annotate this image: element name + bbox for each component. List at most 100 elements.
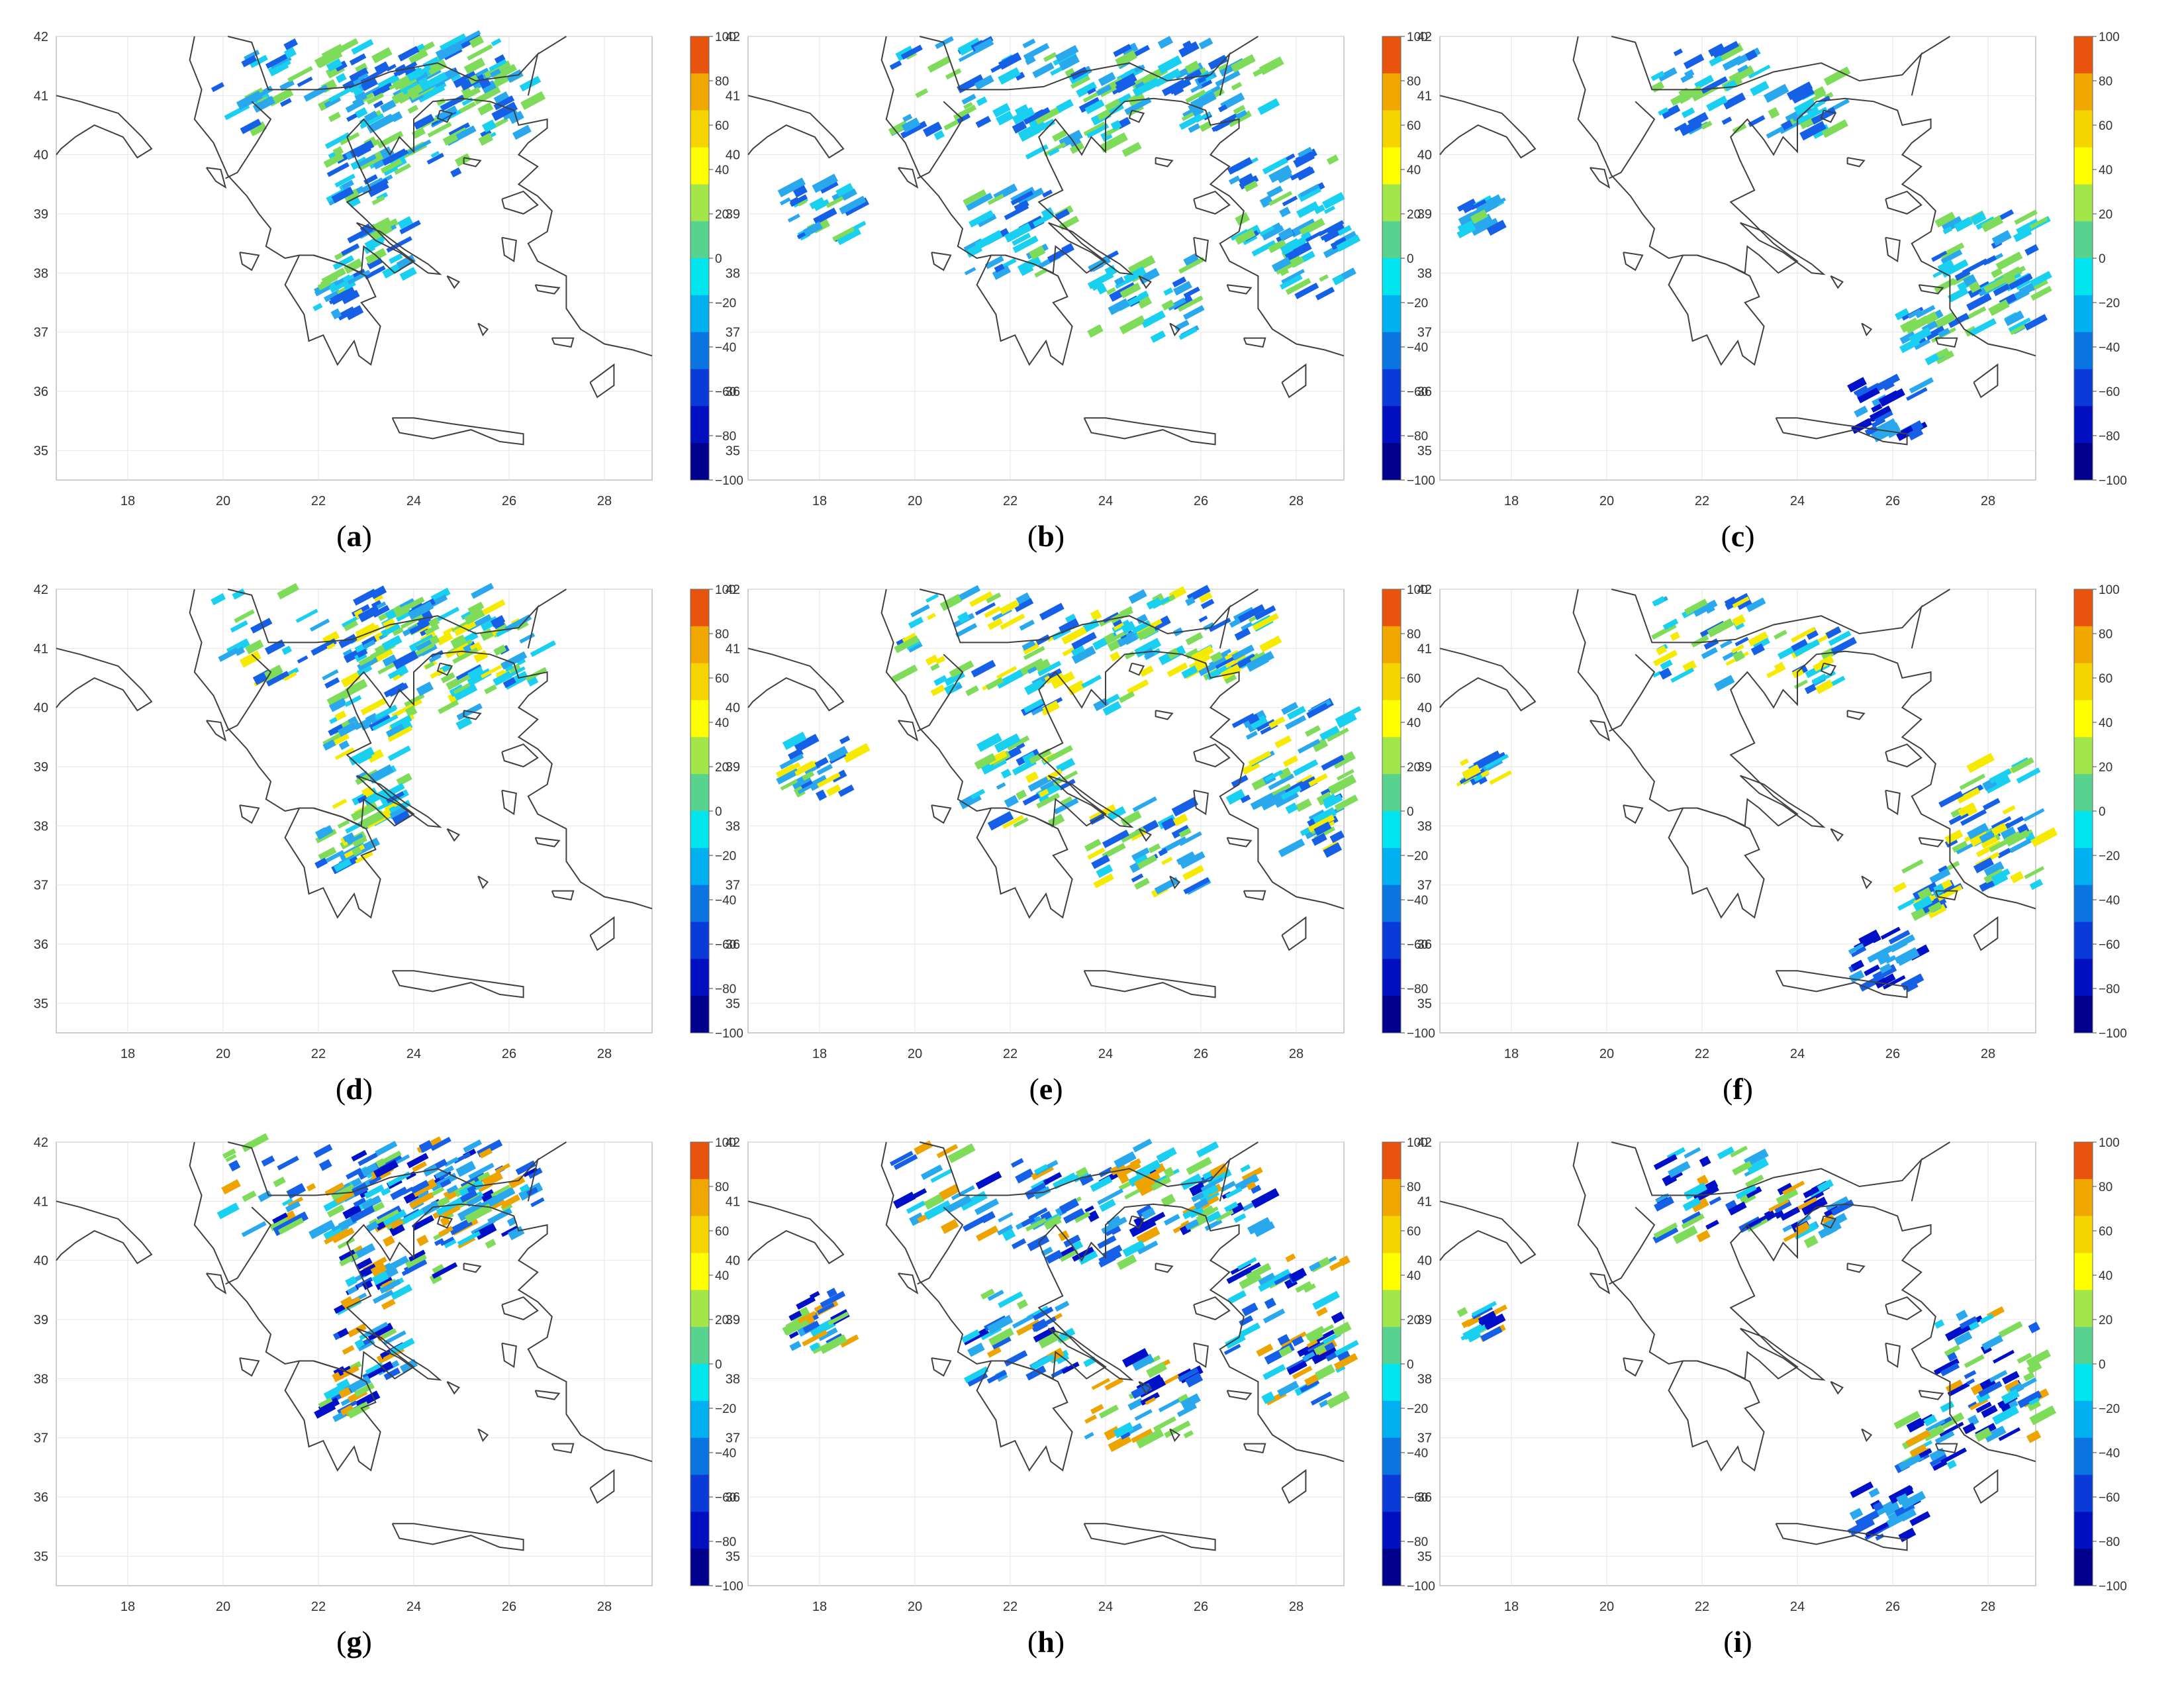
data-patch	[1178, 113, 1203, 130]
data-patch	[1988, 299, 2010, 316]
data-patch	[944, 670, 966, 687]
colorbar-tick-label: −80	[715, 430, 736, 444]
x-tick-label: 28	[1981, 1047, 1995, 1061]
data-patch	[1268, 191, 1293, 206]
data-patch	[332, 255, 355, 270]
data-patch	[241, 1221, 267, 1237]
data-patch	[424, 624, 440, 636]
data-patch	[1725, 1200, 1738, 1212]
data-patch	[273, 1177, 286, 1188]
y-tick-label: 42	[1417, 583, 1432, 597]
data-patch	[424, 661, 435, 669]
data-patch	[306, 1182, 316, 1192]
data-patch	[1458, 212, 1476, 226]
coastline	[976, 1360, 1073, 1472]
colorbar-tick-label: 20	[715, 1314, 729, 1327]
data-patch	[1104, 265, 1117, 277]
data-patch	[436, 1197, 463, 1216]
data-patch	[1919, 1448, 1932, 1459]
data-patch	[409, 621, 429, 635]
coastline	[501, 1342, 517, 1369]
colorbar-segment	[2074, 1216, 2093, 1253]
data-patch	[1885, 955, 1897, 964]
data-patch	[1299, 183, 1320, 197]
data-patch	[1656, 645, 1667, 655]
data-patch	[994, 733, 1021, 753]
data-patch	[448, 122, 471, 137]
y-tick-label: 35	[1417, 1549, 1432, 1564]
coastline	[1589, 720, 1611, 742]
data-patch	[342, 832, 355, 843]
coastline	[1047, 1327, 1134, 1381]
colorbar-segment	[1382, 996, 1401, 1034]
data-patch	[1076, 81, 1098, 98]
data-patch	[909, 1212, 925, 1226]
data-patch	[1113, 1421, 1134, 1439]
data-patch	[412, 1215, 435, 1231]
data-patch	[1766, 126, 1784, 139]
y-tick-label: 36	[1417, 1490, 1432, 1505]
data-patch	[346, 1401, 370, 1419]
data-patch	[1682, 1197, 1701, 1212]
coastline	[1138, 828, 1152, 842]
data-patch	[2010, 871, 2024, 884]
data-patch	[1251, 1184, 1262, 1194]
data-patch	[818, 1327, 838, 1341]
data-patch	[1460, 1326, 1484, 1341]
coastline	[436, 662, 453, 676]
coastline	[1128, 662, 1145, 676]
data-patch	[1091, 1378, 1110, 1390]
coastline	[225, 101, 272, 179]
coastline	[477, 322, 489, 337]
data-patch	[1928, 901, 1942, 913]
coastline	[463, 710, 482, 720]
colorbar-tick-label: 0	[715, 1358, 722, 1372]
data-patch	[1896, 1492, 1909, 1506]
data-patch	[826, 195, 846, 209]
data-patch	[336, 1378, 351, 1391]
colorbar-segment	[690, 737, 709, 775]
data-patch	[1966, 293, 1992, 311]
data-patch	[975, 115, 992, 128]
data-patch	[2013, 227, 2032, 242]
data-patch	[1940, 1401, 1955, 1413]
x-tick-label: 22	[1003, 1047, 1018, 1061]
colorbar-segment	[2074, 110, 2093, 148]
data-patch	[1261, 225, 1284, 241]
coastline	[477, 875, 489, 890]
data-patch	[998, 52, 1022, 70]
data-patch	[1043, 52, 1057, 62]
colorbar-tick-label: 100	[715, 583, 736, 597]
data-patch	[364, 111, 378, 122]
colorbar-tick-label: −20	[2099, 297, 2120, 311]
data-patch	[961, 93, 976, 105]
data-patch	[240, 119, 262, 134]
data-patch	[1938, 328, 1950, 338]
data-patch	[996, 782, 1006, 790]
data-patch	[1168, 78, 1192, 95]
data-patch	[372, 82, 393, 98]
data-patch	[1198, 615, 1208, 623]
data-patch	[1660, 659, 1673, 670]
data-patch	[1282, 195, 1298, 207]
data-patch	[1047, 147, 1060, 157]
data-patch	[2024, 314, 2048, 331]
data-patch	[349, 53, 367, 66]
coastline	[1169, 322, 1181, 337]
data-patch	[370, 585, 387, 599]
data-patch	[974, 753, 996, 770]
data-patch	[317, 279, 332, 291]
data-patch	[418, 77, 429, 87]
data-patch	[816, 763, 833, 775]
data-patch	[428, 617, 440, 628]
data-patch	[986, 1370, 1008, 1384]
data-patch	[792, 184, 808, 198]
data-patch	[314, 1402, 336, 1419]
data-patch	[369, 178, 389, 192]
data-patch	[1931, 250, 1948, 262]
data-patch	[1059, 54, 1080, 71]
coastline	[1128, 109, 1145, 123]
data-patch	[1065, 68, 1075, 77]
data-patch	[357, 794, 368, 804]
data-patch	[387, 746, 411, 761]
